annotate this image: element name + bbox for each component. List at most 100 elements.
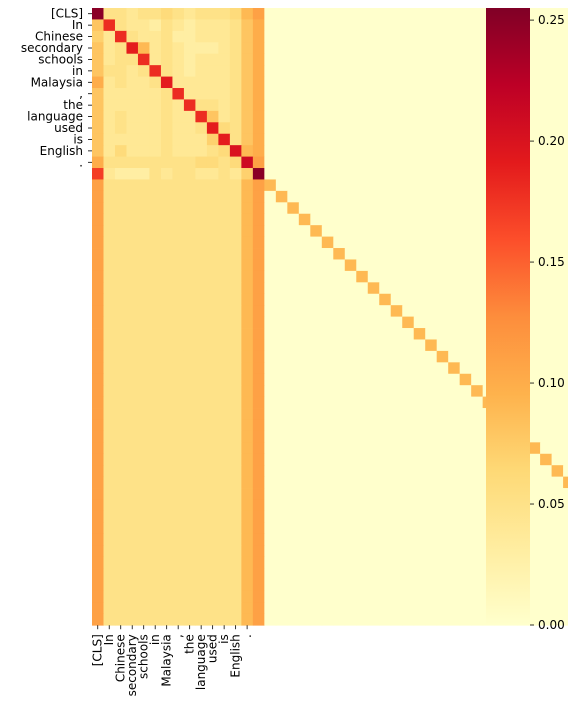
heatmap-cell xyxy=(264,396,277,409)
heatmap-cell xyxy=(471,453,484,466)
heatmap-cell xyxy=(459,202,472,215)
heatmap-cell xyxy=(379,602,392,615)
heatmap-cell xyxy=(425,430,438,443)
heatmap-cell xyxy=(333,488,346,500)
heatmap-cell xyxy=(551,225,564,237)
heatmap-cell xyxy=(425,385,438,398)
heatmap-cell xyxy=(367,122,380,135)
heatmap-cell xyxy=(390,419,403,432)
heatmap-cell xyxy=(275,133,288,146)
heatmap-cell xyxy=(149,122,162,135)
heatmap-cell xyxy=(287,225,300,237)
heatmap-cell xyxy=(114,442,127,455)
heatmap-cell xyxy=(448,213,461,226)
heatmap-cell xyxy=(287,556,300,569)
heatmap-cell xyxy=(229,156,242,169)
heatmap-cell xyxy=(206,248,219,260)
heatmap-cell xyxy=(264,613,277,626)
heatmap-cell xyxy=(333,476,346,489)
heatmap-cell xyxy=(264,419,277,432)
heatmap-cell xyxy=(436,510,449,523)
heatmap-cell xyxy=(563,145,568,157)
heatmap-cell xyxy=(183,88,196,100)
heatmap-cell xyxy=(137,613,150,626)
heatmap-cell xyxy=(471,293,484,306)
heatmap-cell xyxy=(356,76,369,89)
heatmap-cell xyxy=(241,488,254,500)
heatmap-cell xyxy=(195,236,208,249)
heatmap-cell xyxy=(528,339,541,352)
heatmap-cell xyxy=(160,42,173,55)
heatmap-cell xyxy=(563,213,568,226)
heatmap-cell xyxy=(172,236,185,249)
heatmap-cell xyxy=(252,316,265,329)
heatmap-cell xyxy=(114,545,127,558)
heatmap-cell xyxy=(103,225,116,237)
heatmap-cell xyxy=(126,133,139,146)
heatmap-cell xyxy=(528,499,541,512)
heatmap-cell xyxy=(275,419,288,432)
heatmap-cell xyxy=(287,385,300,398)
heatmap-cell xyxy=(425,339,438,352)
heatmap-cell xyxy=(448,65,461,77)
heatmap-cell xyxy=(390,408,403,420)
heatmap-cell xyxy=(114,236,127,249)
heatmap-cell xyxy=(264,545,277,558)
heatmap-cell xyxy=(252,248,265,260)
heatmap-cell xyxy=(402,99,415,112)
heatmap-cell xyxy=(471,328,484,340)
heatmap-cell xyxy=(528,465,541,478)
heatmap-cell xyxy=(92,270,104,283)
heatmap-cell xyxy=(172,168,185,180)
heatmap-cell xyxy=(92,408,104,420)
heatmap-cell xyxy=(287,259,300,272)
heatmap-cell xyxy=(160,339,173,352)
heatmap-cell xyxy=(241,339,254,352)
heatmap-cell xyxy=(172,396,185,409)
heatmap-cell xyxy=(252,190,265,203)
heatmap-cell xyxy=(448,488,461,500)
heatmap-cell xyxy=(425,225,438,237)
heatmap-cell xyxy=(229,350,242,363)
heatmap-cell xyxy=(425,65,438,77)
heatmap-cell xyxy=(425,42,438,55)
heatmap-cell xyxy=(390,373,403,386)
heatmap-cell xyxy=(206,613,219,626)
heatmap-cell xyxy=(528,305,541,318)
heatmap-cell xyxy=(448,122,461,135)
heatmap-cell xyxy=(551,236,564,249)
heatmap-cell xyxy=(252,362,265,375)
heatmap-cell xyxy=(195,613,208,626)
heatmap-cell xyxy=(218,282,231,295)
heatmap-cell xyxy=(229,430,242,443)
heatmap-cell xyxy=(551,373,564,386)
heatmap-cell xyxy=(563,88,568,100)
heatmap-cell xyxy=(183,362,196,375)
heatmap-cell xyxy=(540,590,552,603)
heatmap-cell xyxy=(126,328,139,340)
heatmap-cell xyxy=(402,225,415,237)
heatmap-cell xyxy=(402,305,415,318)
heatmap-cell xyxy=(298,19,311,32)
heatmap-cell xyxy=(551,350,564,363)
heatmap-cell xyxy=(298,236,311,249)
heatmap-cell xyxy=(321,270,334,283)
heatmap-cell xyxy=(367,350,380,363)
heatmap-cell xyxy=(241,65,254,77)
heatmap-cell xyxy=(103,99,116,112)
heatmap-cell xyxy=(448,350,461,363)
heatmap-cell xyxy=(298,190,311,203)
heatmap-cell xyxy=(425,488,438,500)
heatmap-cell xyxy=(540,339,552,352)
heatmap-cell xyxy=(92,179,104,192)
heatmap-cell xyxy=(402,8,415,20)
heatmap-cell xyxy=(413,533,426,546)
heatmap-cell xyxy=(195,133,208,146)
heatmap-cell xyxy=(402,293,415,306)
heatmap-cell xyxy=(528,510,541,523)
heatmap-cell xyxy=(241,99,254,112)
heatmap-cell xyxy=(287,76,300,89)
heatmap-cell xyxy=(287,613,300,626)
heatmap-cell xyxy=(356,590,369,603)
